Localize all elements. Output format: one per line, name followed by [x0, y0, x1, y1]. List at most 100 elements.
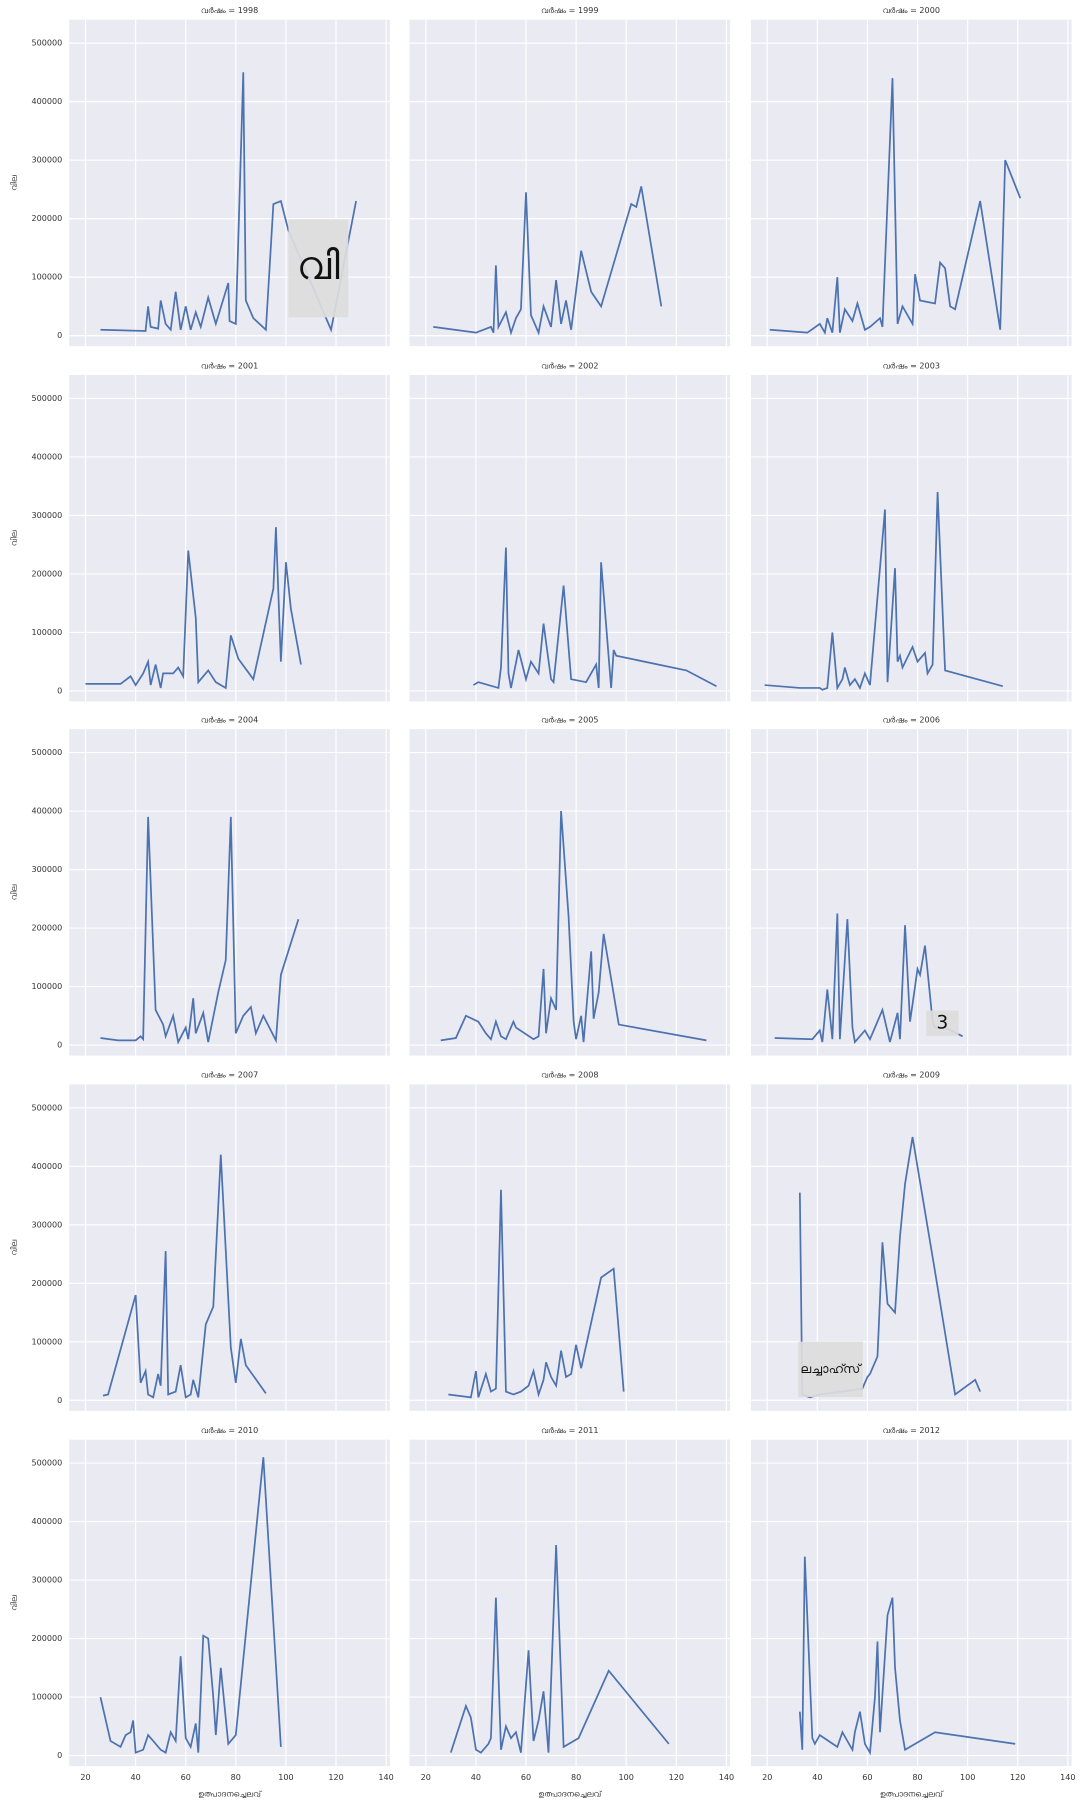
x-tick-label: 80 [231, 1773, 241, 1782]
y-tick-label: 0 [57, 1751, 62, 1760]
x-tick-label: 80 [912, 1773, 922, 1782]
x-tick-label: 20 [421, 1773, 431, 1782]
y-tick-label: 100000 [32, 1693, 63, 1702]
y-tick-label: 300000 [32, 511, 63, 520]
y-tick-label: 500000 [32, 394, 63, 403]
data-line [472, 547, 717, 690]
plot-area [409, 1084, 731, 1411]
plot-area [750, 1439, 1072, 1767]
y-tick-label: 300000 [32, 1576, 63, 1585]
panel-title: വർഷം = 2001 [201, 361, 258, 370]
y-tick-label: 300000 [32, 865, 63, 874]
y-tick-label: 0 [57, 686, 62, 695]
x-tick-label: 100 [960, 1773, 975, 1782]
y-tick-label: 500000 [32, 1103, 63, 1112]
x-tick-label: 100 [619, 1773, 634, 1782]
y-tick-label: 0 [57, 1396, 62, 1405]
overlay-box [798, 1341, 863, 1398]
data-line [449, 1544, 670, 1754]
y-tick-label: 500000 [32, 748, 63, 757]
plot-area [409, 19, 731, 347]
plot-area [409, 729, 731, 1056]
plot-area [69, 1439, 390, 1767]
x-tick-label: 100 [278, 1773, 293, 1782]
y-tick-label: 100000 [32, 1337, 63, 1346]
y-tick-label: 100000 [32, 273, 63, 282]
overlay-label: ലച്ചാഹ്സ് [801, 1361, 863, 1376]
data-line [102, 1154, 267, 1399]
plot-area [750, 374, 1072, 702]
x-tick-label: 20 [80, 1773, 90, 1782]
x-tick-label: 120 [328, 1773, 343, 1782]
data-line [764, 491, 1003, 691]
x-tick-label: 80 [571, 1773, 581, 1782]
x-axis-label: ഉത്പാദനച്ചെലവ് [880, 1789, 944, 1798]
y-tick-label: 100000 [32, 982, 63, 991]
x-tick-label: 140 [378, 1773, 393, 1782]
overlay-label: വി [297, 244, 340, 289]
panel-title: വർഷം = 2011 [541, 1426, 598, 1435]
y-tick-label: 0 [57, 331, 62, 340]
x-tick-label: 120 [669, 1773, 684, 1782]
plot-area [409, 374, 731, 702]
panel-title: വർഷം = 2010 [201, 1426, 258, 1435]
y-tick-label: 0 [57, 1041, 62, 1050]
x-tick-label: 60 [521, 1773, 531, 1782]
data-line [798, 1556, 1016, 1756]
panel-title: വർഷം = 2005 [541, 715, 598, 724]
y-tick-label: 400000 [32, 97, 63, 106]
data-line [433, 186, 663, 336]
overlay-box [288, 219, 349, 318]
data-line [448, 1189, 625, 1399]
y-tick-label: 200000 [32, 924, 63, 933]
y-tick-label: 200000 [32, 569, 63, 578]
y-axis-label: വില [9, 884, 18, 900]
panel-title: വർഷം = 2006 [883, 715, 940, 724]
plot-area [750, 729, 1072, 1056]
y-axis-label: വില [9, 1240, 18, 1256]
y-axis-label: വില [9, 175, 18, 191]
panel-title: വർഷം = 2004 [201, 715, 258, 724]
panel-title: വർഷം = 1998 [201, 6, 258, 15]
plot-area [750, 19, 1072, 347]
data-line [774, 913, 963, 1045]
x-tick-label: 120 [1010, 1773, 1025, 1782]
x-tick-label: 40 [812, 1773, 822, 1782]
y-tick-label: 400000 [32, 1517, 63, 1526]
panel-title: വർഷം = 1999 [541, 6, 598, 15]
y-tick-label: 300000 [32, 156, 63, 165]
y-axis-label: വില [9, 1595, 18, 1611]
x-tick-label: 60 [181, 1773, 191, 1782]
overlay-box [926, 1010, 959, 1036]
y-tick-label: 500000 [32, 1459, 63, 1468]
panel-title: വർഷം = 2003 [883, 361, 940, 370]
x-tick-label: 60 [862, 1773, 872, 1782]
data-line [769, 78, 1022, 336]
panel-title: വർഷം = 2008 [541, 1071, 598, 1080]
x-tick-label: 40 [471, 1773, 481, 1782]
data-line [85, 527, 302, 690]
x-axis-label: ഉത്പാദനച്ചെലവ് [198, 1789, 262, 1798]
x-axis-label: ഉത്പാദനച്ചെലവ് [538, 1789, 602, 1798]
overlay-label: 3 [937, 1012, 949, 1033]
panel-title: വർഷം = 2002 [541, 361, 598, 370]
panel-title: വർഷം = 2012 [883, 1426, 940, 1435]
y-tick-label: 400000 [32, 452, 63, 461]
plot-area [409, 1439, 731, 1767]
y-tick-label: 200000 [32, 1634, 63, 1643]
panel-title: വർഷം = 2000 [883, 6, 940, 15]
y-tick-label: 400000 [32, 1162, 63, 1171]
plot-area [69, 729, 390, 1056]
x-tick-label: 140 [1060, 1773, 1075, 1782]
y-tick-label: 400000 [32, 807, 63, 816]
y-tick-label: 200000 [32, 214, 63, 223]
data-line [100, 72, 357, 333]
data-line [99, 1457, 282, 1754]
y-tick-label: 300000 [32, 1220, 63, 1229]
y-axis-label: വില [9, 530, 18, 546]
y-tick-label: 100000 [32, 628, 63, 637]
panel-title: വർഷം = 2009 [883, 1071, 940, 1080]
x-tick-label: 140 [719, 1773, 734, 1782]
panel-title: വർഷം = 2007 [201, 1071, 258, 1080]
